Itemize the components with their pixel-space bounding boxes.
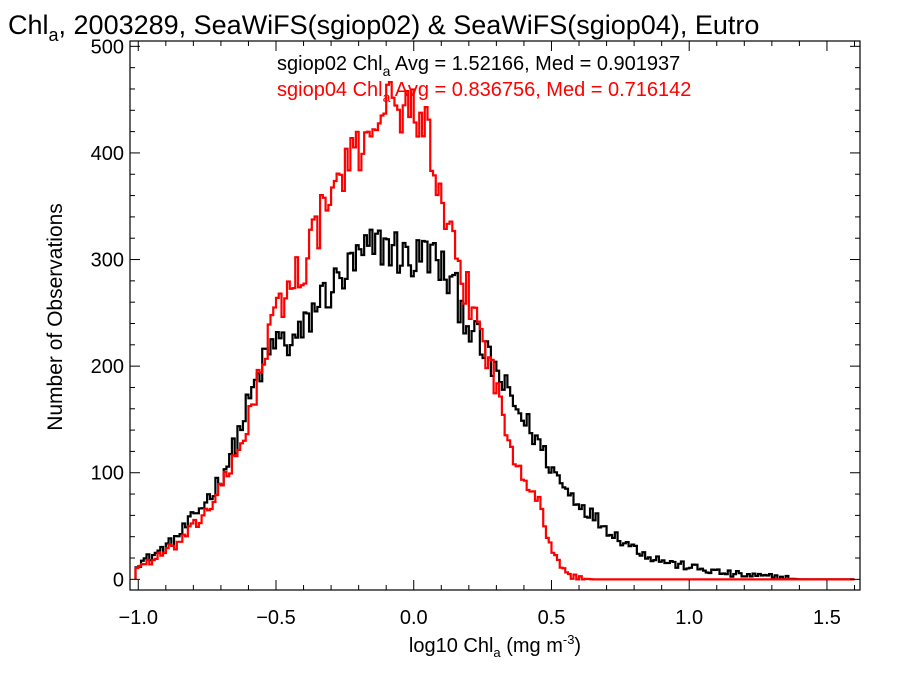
x-tick-label: 0.0 (400, 607, 428, 629)
ticks: −1.0 −0.5 0.0 0.5 1.0 1.5 0 100 200 300 400 500 (91, 36, 860, 629)
x-tick-label: −1.0 (119, 607, 158, 629)
x-axis-label: log10 Chla (mg m-3) (409, 632, 581, 660)
chart-title: Chla, 2003289, SeaWiFS(sgiop02) & SeaWiF… (8, 10, 759, 45)
plot-frame (129, 40, 861, 591)
y-tick-label: 500 (91, 36, 124, 58)
x-tick-label: −0.5 (256, 607, 295, 629)
x-tick-label: 1.0 (675, 607, 703, 629)
y-tick-label: 0 (113, 569, 124, 591)
y-tick-label: 100 (91, 463, 124, 485)
x-tick-label: 1.5 (813, 607, 841, 629)
series-line-sgiop02 (134, 228, 855, 581)
y-tick-label: 300 (91, 250, 124, 272)
plot-area (134, 81, 855, 581)
axis-frame (129, 40, 861, 591)
legend-entry-sgiop02: sgiop02 Chla Avg = 1.52166, Med = 0.9019… (277, 53, 680, 79)
y-tick-label: 400 (91, 143, 124, 165)
series-line-sgiop04 (134, 81, 855, 581)
y-axis-label: Number of Observations (44, 203, 67, 431)
x-tick-label: 0.5 (538, 607, 566, 629)
y-tick-label: 200 (91, 356, 124, 378)
legend-entry-sgiop04: sgiop04 Chla Avg = 0.836756, Med = 0.716… (277, 79, 691, 105)
